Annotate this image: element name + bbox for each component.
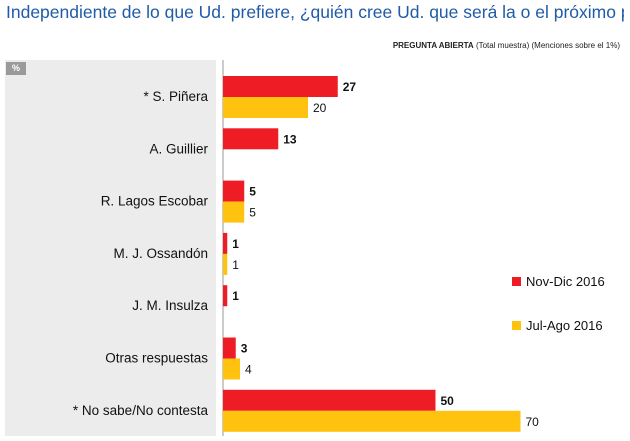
category-label: * S. Piñera bbox=[143, 89, 208, 104]
bar-nov-dic bbox=[223, 285, 228, 307]
category-label: * No sabe/No contesta bbox=[73, 403, 209, 418]
data-label: 5 bbox=[249, 185, 256, 199]
data-label: 13 bbox=[283, 132, 297, 146]
unit-badge: % bbox=[6, 62, 26, 75]
bar-jul-ago bbox=[223, 358, 240, 380]
bar-nov-dic bbox=[223, 180, 245, 202]
bar-jul-ago bbox=[223, 97, 308, 118]
category-label: M. J. Ossandón bbox=[113, 246, 208, 261]
bar-nov-dic bbox=[223, 337, 236, 359]
bar-nov-dic bbox=[223, 389, 436, 411]
data-label: 5 bbox=[249, 206, 256, 220]
data-label: 1 bbox=[232, 289, 239, 303]
data-label: 1 bbox=[232, 258, 239, 272]
chart-title: Independiente de lo que Ud. prefiere, ¿q… bbox=[6, 2, 624, 22]
data-label: 4 bbox=[245, 363, 252, 377]
data-label: 27 bbox=[343, 80, 357, 94]
bar-nov-dic bbox=[223, 232, 228, 254]
category-label: J. M. Insulza bbox=[132, 298, 208, 313]
bar-nov-dic bbox=[223, 76, 338, 97]
bar-nov-dic bbox=[223, 128, 279, 150]
data-label: 50 bbox=[441, 394, 455, 408]
legend-swatch-nov-dic bbox=[512, 277, 521, 286]
category-panel bbox=[5, 60, 216, 436]
legend-label: Nov-Dic 2016 bbox=[526, 274, 605, 289]
note-rest: (Total muestra) (Menciones sobre el 1%) bbox=[475, 41, 620, 50]
category-label: A. Guillier bbox=[149, 141, 208, 156]
data-label: 20 bbox=[313, 101, 327, 115]
bar-jul-ago bbox=[223, 253, 228, 275]
bar-jul-ago bbox=[223, 410, 521, 432]
bar-jul-ago bbox=[223, 201, 245, 223]
data-label: 70 bbox=[526, 415, 540, 429]
data-label: 3 bbox=[241, 342, 248, 356]
legend-label: Jul-Ago 2016 bbox=[526, 318, 603, 333]
legend-swatch-jul-ago bbox=[512, 321, 521, 330]
data-label: 1 bbox=[232, 237, 239, 251]
note-bold: PREGUNTA ABIERTA bbox=[392, 41, 474, 50]
category-label: R. Lagos Escobar bbox=[101, 194, 209, 209]
question-note: PREGUNTA ABIERTA (Total muestra) (Mencio… bbox=[393, 41, 620, 50]
category-label: Otras respuestas bbox=[105, 351, 208, 366]
